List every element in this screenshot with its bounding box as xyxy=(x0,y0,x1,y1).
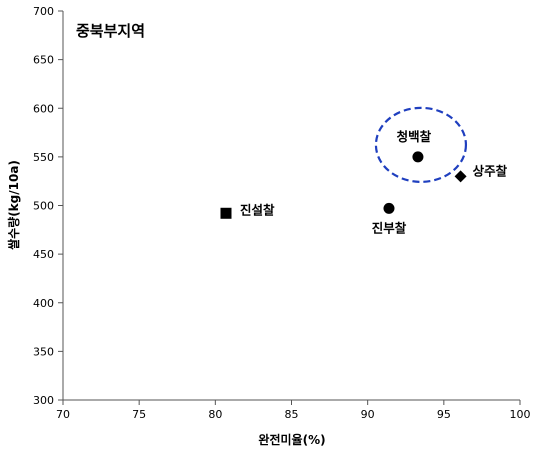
y-tick-label: 600 xyxy=(33,102,54,115)
highlight-ellipse-group xyxy=(374,106,468,183)
x-tick-label: 100 xyxy=(510,408,531,421)
x-tick-label: 95 xyxy=(437,408,451,421)
point-circle xyxy=(412,151,424,163)
x-tick-label: 70 xyxy=(56,408,70,421)
y-tick-label: 700 xyxy=(33,5,54,18)
point-diamond xyxy=(454,170,467,183)
x-tick-label: 75 xyxy=(132,408,146,421)
y-tick-label: 400 xyxy=(33,297,54,310)
y-tick-labels: 300 350 400 450 500 550 600 650 700 xyxy=(33,5,54,407)
point-label: 청백찰 xyxy=(397,129,432,144)
x-tick-label: 85 xyxy=(285,408,299,421)
x-tick-label: 90 xyxy=(361,408,375,421)
y-tick-label: 350 xyxy=(33,345,54,358)
y-tick-label: 450 xyxy=(33,248,54,261)
x-tick-labels: 70 75 80 85 90 95 100 xyxy=(56,408,531,421)
y-tick-label: 300 xyxy=(33,394,54,407)
highlight-ellipse xyxy=(374,106,468,183)
y-tick-label: 650 xyxy=(33,54,54,67)
y-tick-label: 550 xyxy=(33,151,54,164)
data-points xyxy=(220,151,467,219)
x-tick-label: 80 xyxy=(208,408,222,421)
point-label: 상주찰 xyxy=(473,163,508,178)
point-square xyxy=(220,207,232,219)
chart-title: 중북부지역 xyxy=(76,22,145,40)
axes xyxy=(58,10,521,405)
x-axis-title: 완전미율(%) xyxy=(258,432,325,447)
point-circle xyxy=(383,202,395,214)
point-label: 진부찰 xyxy=(372,220,407,235)
y-tick-label: 500 xyxy=(33,200,54,213)
point-label: 진설찰 xyxy=(240,202,275,217)
y-axis-title: 쌀수량(kg/10a) xyxy=(7,160,21,250)
